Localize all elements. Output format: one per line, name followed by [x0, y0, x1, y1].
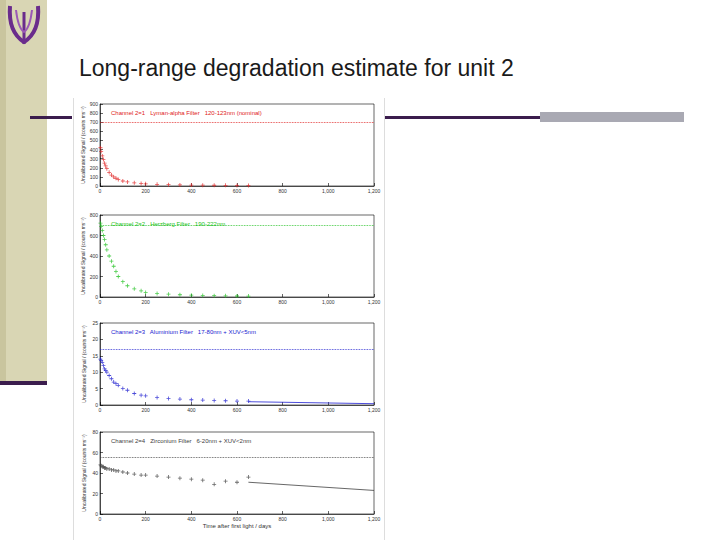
svg-text:Channel 2=2 Herzberg Filter: Channel 2=2 Herzberg Filter 190-222nm	[111, 221, 225, 227]
svg-text:200: 200	[141, 188, 150, 194]
svg-text:1,000: 1,000	[322, 188, 335, 194]
svg-text:600: 600	[233, 299, 242, 305]
svg-text:200: 200	[90, 165, 99, 171]
svg-text:5: 5	[95, 386, 98, 392]
svg-text:800: 800	[278, 407, 287, 413]
svg-text:400: 400	[187, 407, 196, 413]
svg-text:400: 400	[90, 147, 99, 153]
svg-text:1,200: 1,200	[368, 299, 381, 305]
svg-text:1,000: 1,000	[322, 299, 335, 305]
svg-text:40: 40	[92, 470, 98, 476]
svg-text:1,200: 1,200	[368, 188, 381, 194]
svg-text:300: 300	[90, 156, 99, 162]
svg-text:Channel 2=3 Aluminium Filter: Channel 2=3 Aluminium Filter 17-80nm + X…	[111, 329, 256, 335]
svg-text:20: 20	[92, 336, 98, 342]
svg-text:0: 0	[99, 407, 102, 413]
svg-text:400: 400	[187, 188, 196, 194]
svg-text:10: 10	[92, 369, 98, 375]
html-text:Long-range degradation estimat: Long-range degradation estimate for unit…	[79, 55, 514, 81]
svg-text:500: 500	[90, 137, 99, 143]
svg-text:700: 700	[90, 119, 99, 125]
svg-text:200: 200	[90, 274, 99, 280]
svg-text:800: 800	[278, 188, 287, 194]
svg-text:0: 0	[95, 294, 98, 300]
svg-text:15: 15	[92, 353, 98, 359]
svg-text:20: 20	[92, 491, 98, 497]
svg-text:200: 200	[141, 516, 150, 522]
svg-text:600: 600	[233, 188, 242, 194]
svg-text:0: 0	[95, 402, 98, 408]
svg-text:400: 400	[90, 253, 99, 259]
svg-text:600: 600	[90, 233, 99, 239]
svg-text:80: 80	[92, 429, 98, 435]
svg-text:600: 600	[90, 128, 99, 134]
svg-text:Uncalibrated Signal / (counts: Uncalibrated Signal / (counts ms⁻¹)	[81, 325, 87, 403]
svg-text:900: 900	[90, 101, 99, 107]
svg-text:100: 100	[90, 174, 99, 180]
svg-text:0: 0	[95, 183, 98, 189]
svg-text:400: 400	[187, 299, 196, 305]
svg-text:200: 200	[141, 299, 150, 305]
svg-text:800: 800	[278, 299, 287, 305]
svg-text:800: 800	[278, 516, 287, 522]
svg-text:Time after first light / days: Time after first light / days	[203, 523, 271, 529]
svg-text:400: 400	[187, 516, 196, 522]
svg-text:0: 0	[95, 511, 98, 517]
svg-text:Uncalibrated Signal / (counts: Uncalibrated Signal / (counts ms⁻¹)	[80, 106, 86, 184]
svg-text:0: 0	[99, 516, 102, 522]
svg-text:800: 800	[90, 212, 99, 218]
svg-text:1,000: 1,000	[322, 407, 335, 413]
svg-text:600: 600	[233, 407, 242, 413]
svg-text:Channel 2=1 Lyman-alpha Filt: Channel 2=1 Lyman-alpha Filter 120-123nm…	[111, 110, 262, 116]
svg-text:200: 200	[141, 407, 150, 413]
svg-text:800: 800	[90, 110, 99, 116]
svg-text:1,000: 1,000	[322, 516, 335, 522]
svg-text:Uncalibrated Signal / (counts: Uncalibrated Signal / (counts ms⁻¹)	[80, 217, 86, 295]
svg-text:25: 25	[92, 320, 98, 326]
svg-text:1,200: 1,200	[368, 516, 381, 522]
svg-text:0: 0	[99, 188, 102, 194]
svg-text:60: 60	[92, 450, 98, 456]
svg-text:600: 600	[233, 516, 242, 522]
svg-text:Uncalibrated Signal / (counts: Uncalibrated Signal / (counts ms⁻¹)	[81, 434, 87, 512]
svg-text:1,200: 1,200	[368, 407, 381, 413]
svg-text:0: 0	[99, 299, 102, 305]
svg-text:Channel 2=4 Zirconium Filter: Channel 2=4 Zirconium Filter 6-20nm + XU…	[111, 438, 251, 444]
